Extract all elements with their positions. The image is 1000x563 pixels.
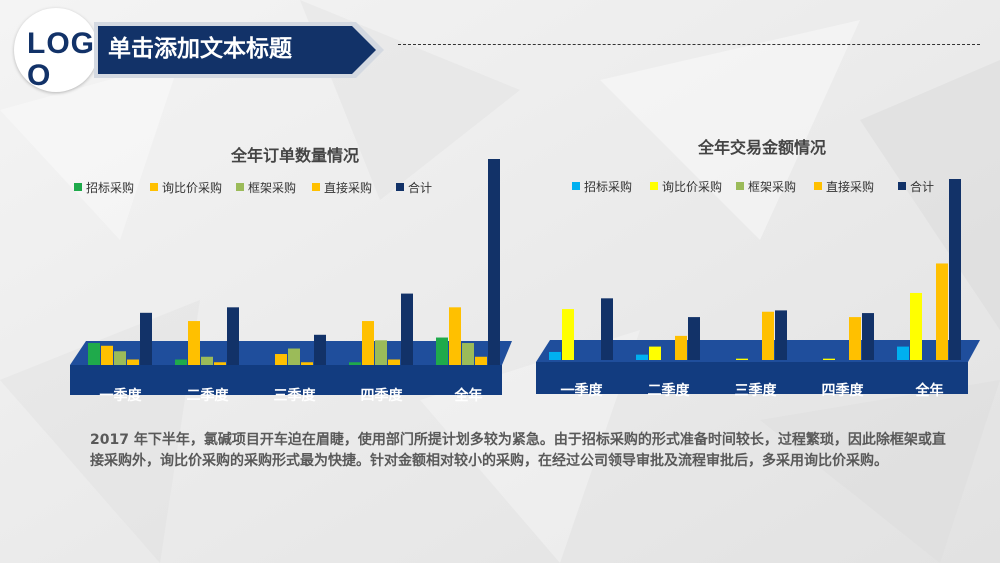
bar <box>762 311 774 360</box>
bar <box>488 159 500 365</box>
chart-floor-front <box>70 365 502 395</box>
bar <box>362 321 374 365</box>
bar <box>140 312 152 365</box>
legend-label: 招标采购 <box>584 179 632 194</box>
legend-label: 框架采购 <box>248 180 296 195</box>
bar <box>388 359 400 365</box>
bar <box>849 317 861 360</box>
category-label: 全年 <box>454 387 483 404</box>
category-label: 三季度 <box>735 382 778 399</box>
description-text: 2017 年下半年，氯碱项目开车迫在眉睫，使用部门所提计划多较为紧急。由于招标采… <box>90 432 946 469</box>
bar <box>114 351 126 365</box>
header-divider <box>398 44 980 45</box>
bar <box>188 321 200 365</box>
legend-swatch <box>898 182 906 190</box>
bar <box>314 334 326 365</box>
legend-swatch <box>736 182 744 190</box>
bar <box>227 307 239 365</box>
bar <box>175 359 187 365</box>
bar <box>910 292 922 360</box>
chart-title: 全年订单数量情况 <box>230 146 359 165</box>
bar <box>436 337 448 365</box>
category-label: 三季度 <box>274 387 317 404</box>
legend-label: 直接采购 <box>324 180 372 195</box>
chart-trade-amount: 全年交易金额情况 招标采购 询比价采购 框架采购 直接采购 合计 一季度 二季度 三季度 四季… <box>536 138 980 399</box>
bar <box>897 346 909 360</box>
bar <box>649 346 661 360</box>
bar <box>601 298 613 360</box>
bar <box>101 345 113 365</box>
bar <box>862 313 874 360</box>
legend-label: 询比价采购 <box>662 179 722 194</box>
bar <box>675 335 687 360</box>
logo-text: LOGO <box>27 27 95 92</box>
bar <box>288 348 300 365</box>
bar <box>688 317 700 360</box>
legend-swatch <box>150 183 158 191</box>
bar <box>127 359 139 365</box>
legend-swatch <box>396 183 404 191</box>
chart-legend: 招标采购 询比价采购 框架采购 直接采购 合计 <box>572 179 934 194</box>
bar <box>775 310 787 360</box>
bar <box>823 358 835 360</box>
logo-badge <box>14 8 98 92</box>
chart-floor-front <box>536 362 968 394</box>
bar <box>301 362 313 365</box>
title-banner <box>94 22 384 78</box>
bar <box>401 293 413 365</box>
bar <box>449 307 461 365</box>
category-label: 四季度 <box>822 382 865 399</box>
bar <box>214 362 226 365</box>
bar <box>462 343 474 365</box>
bar <box>349 362 361 365</box>
category-label: 二季度 <box>648 382 691 399</box>
legend-label: 直接采购 <box>826 179 874 194</box>
legend-swatch <box>814 182 822 190</box>
chart-order-count: 全年订单数量情况 招标采购 询比价采购 框架采购 直接采购 合计 一季度 二季度 三季度 四季… <box>70 146 512 404</box>
chart-legend: 招标采购 询比价采购 框架采购 直接采购 合计 <box>74 180 432 195</box>
bar <box>936 263 948 360</box>
category-label: 全年 <box>915 382 944 399</box>
bar-group <box>88 159 500 365</box>
bar <box>275 354 287 365</box>
legend-swatch <box>572 182 580 190</box>
category-label: 一季度 <box>561 382 604 399</box>
bar <box>562 309 574 360</box>
legend-swatch <box>650 182 658 190</box>
legend-label: 合计 <box>910 179 934 194</box>
bar <box>375 340 387 365</box>
legend-label: 框架采购 <box>748 179 796 194</box>
bar-group <box>549 179 961 360</box>
bar <box>949 179 961 360</box>
legend-label: 询比价采购 <box>162 180 222 195</box>
bar <box>88 343 100 365</box>
category-label: 四季度 <box>361 387 404 404</box>
legend-swatch <box>312 183 320 191</box>
bar <box>201 356 213 365</box>
legend-swatch <box>236 183 244 191</box>
category-label: 二季度 <box>187 387 230 404</box>
legend-label: 招标采购 <box>86 180 134 195</box>
bar <box>736 358 748 360</box>
page-title: 单击添加文本标题 <box>108 36 292 62</box>
chart-title: 全年交易金额情况 <box>697 138 826 157</box>
category-label: 一季度 <box>100 387 143 404</box>
category-labels: 一季度 二季度 三季度 四季度 全年 <box>100 387 483 404</box>
bar <box>636 354 648 360</box>
category-labels: 一季度 二季度 三季度 四季度 全年 <box>561 382 944 399</box>
legend-swatch <box>74 183 82 191</box>
bar <box>549 351 561 360</box>
bar <box>475 356 487 365</box>
legend-label: 合计 <box>408 180 432 195</box>
